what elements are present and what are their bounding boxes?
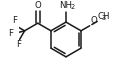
Text: 2: 2 [71, 4, 75, 10]
Text: O: O [34, 1, 41, 10]
Text: F: F [8, 29, 13, 38]
Text: F: F [12, 16, 17, 25]
Text: O: O [90, 16, 97, 25]
Text: 3: 3 [102, 15, 106, 21]
Text: F: F [16, 40, 21, 49]
Text: NH: NH [59, 1, 72, 10]
Text: CH: CH [98, 12, 110, 21]
